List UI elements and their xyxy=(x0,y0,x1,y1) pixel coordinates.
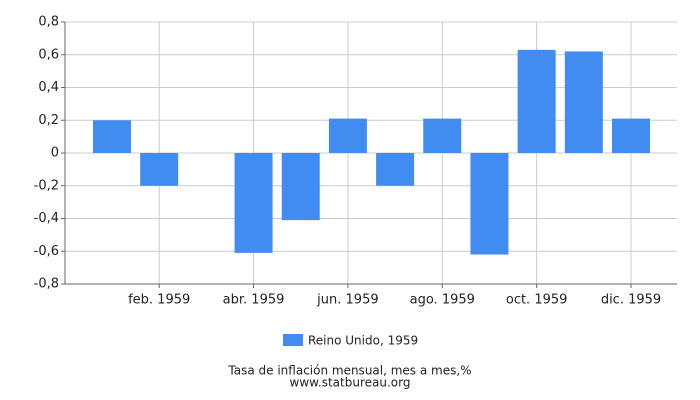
x-tick-label: feb. 1959 xyxy=(128,293,190,308)
source: www.statbureau.org xyxy=(290,376,411,390)
y-tick-label: -0,8 xyxy=(34,277,59,292)
bar xyxy=(564,51,603,153)
bar xyxy=(470,153,509,255)
bar xyxy=(281,153,320,221)
y-tick-label: 0,6 xyxy=(38,47,59,62)
y-tick-label: 0 xyxy=(51,146,59,161)
bar xyxy=(612,118,650,153)
x-tick-label: abr. 1959 xyxy=(223,293,285,308)
legend-label: Reino Unido, 1959 xyxy=(308,334,418,348)
x-tick-label: ago. 1959 xyxy=(410,293,475,308)
bar xyxy=(93,120,131,153)
bar xyxy=(376,153,415,186)
legend-swatch xyxy=(283,334,303,346)
bar xyxy=(234,153,273,253)
bar xyxy=(517,49,556,153)
bar xyxy=(140,153,179,186)
x-tick-label: oct. 1959 xyxy=(506,293,568,308)
bar xyxy=(328,118,367,153)
x-tick-label: jun. 1959 xyxy=(316,293,378,308)
x-tick-label: dic. 1959 xyxy=(601,293,661,308)
y-tick-label: -0,4 xyxy=(34,211,59,226)
y-tick-label: 0,8 xyxy=(38,15,59,30)
axis-title: Tasa de inflación mensual, mes a mes,% xyxy=(227,364,471,378)
y-tick-label: -0,2 xyxy=(34,178,59,193)
y-tick-label: -0,6 xyxy=(34,244,59,259)
bar xyxy=(423,118,462,153)
y-tick-label: 0,2 xyxy=(38,113,59,128)
y-tick-label: 0,4 xyxy=(38,80,59,95)
